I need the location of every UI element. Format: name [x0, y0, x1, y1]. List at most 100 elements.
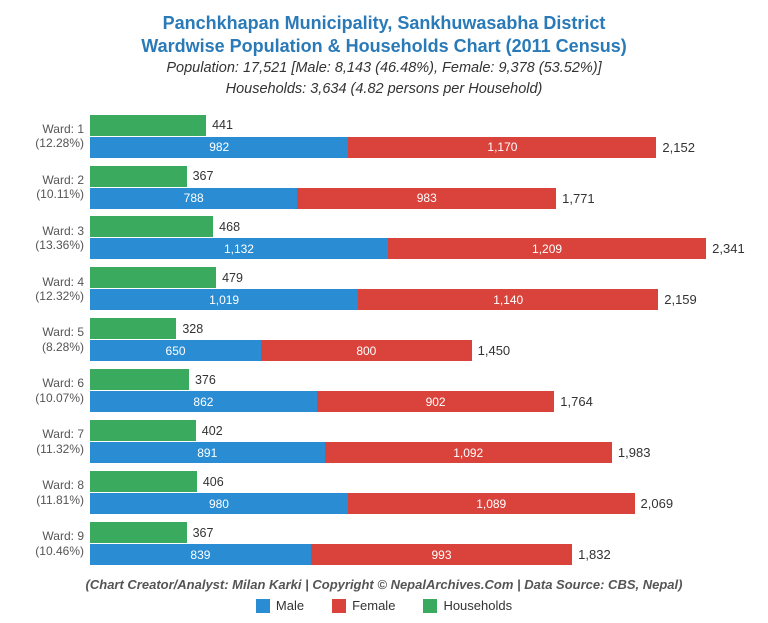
chart-title-line1: Panchkhapan Municipality, Sankhuwasabha … [20, 12, 748, 35]
population-total: 1,450 [478, 343, 511, 358]
population-total: 2,152 [662, 140, 695, 155]
households-bar-line: 367 [90, 522, 748, 543]
households-bar [90, 420, 196, 441]
ward-number: Ward: 7 [42, 427, 84, 441]
households-value: 406 [203, 475, 224, 489]
legend-label: Male [276, 598, 304, 613]
ward-bars: 367 788983 1,771 [90, 166, 748, 209]
female-bar: 1,092 [325, 442, 612, 463]
chart-subtitle-line1: Population: 17,521 [Male: 8,143 (46.48%)… [20, 59, 748, 78]
ward-label: Ward: 6(10.07%) [20, 376, 90, 405]
female-bar: 800 [261, 340, 472, 361]
ward-label: Ward: 4(12.32%) [20, 275, 90, 304]
ward-pct: (12.28%) [35, 136, 84, 150]
ward-row: Ward: 4(12.32%) 479 1,0191,140 2,159 [20, 264, 748, 314]
ward-bars: 4681,1321,2092,341 [90, 216, 748, 259]
male-bar: 839 [90, 544, 311, 565]
households-bar [90, 471, 197, 492]
ward-pct: (13.36%) [35, 238, 84, 252]
legend-label: Households [443, 598, 512, 613]
ward-row: Ward: 3(13.36%)4681,1321,2092,341 [20, 213, 748, 263]
population-bar-line: 9801,089 2,069 [90, 493, 748, 514]
male-bar: 650 [90, 340, 261, 361]
households-bar [90, 166, 187, 187]
ward-pct: (12.32%) [35, 289, 84, 303]
population-bar-line: 1,0191,140 2,159 [90, 289, 748, 310]
population-total: 2,341 [712, 241, 745, 256]
ward-number: Ward: 3 [42, 224, 84, 238]
ward-bars: 402 8911,0921,983 [90, 420, 748, 463]
households-bar-line: 441 [90, 115, 748, 136]
households-value: 367 [193, 169, 214, 183]
households-bar [90, 318, 176, 339]
ward-bars: 441 9821,1702,152 [90, 115, 748, 158]
population-bar-line: 9821,1702,152 [90, 137, 748, 158]
ward-bars: 367 839993 1,832 [90, 522, 748, 565]
households-bar [90, 369, 189, 390]
households-bar-line: 406 [90, 471, 748, 492]
ward-label: Ward: 1(12.28%) [20, 122, 90, 151]
male-bar: 891 [90, 442, 325, 463]
bars-area: Ward: 1(12.28%)4419821,1702,152Ward: 2(1… [20, 107, 748, 573]
chart-subtitle-line2: Households: 3,634 (4.82 persons per Hous… [20, 80, 748, 99]
ward-bars: 406 9801,089 2,069 [90, 471, 748, 514]
population-total: 2,159 [664, 292, 697, 307]
ward-pct: (8.28%) [42, 340, 84, 354]
households-bar [90, 115, 206, 136]
households-bar-line: 468 [90, 216, 748, 237]
female-bar: 993 [311, 544, 572, 565]
households-bar-line: 328 [90, 318, 748, 339]
households-value: 328 [182, 322, 203, 336]
ward-number: Ward: 1 [42, 122, 84, 136]
ward-pct: (10.46%) [35, 544, 84, 558]
legend-item: Female [332, 598, 395, 613]
ward-row: Ward: 9(10.46%) 367 839993 1,832 [20, 519, 748, 569]
chart-container: Panchkhapan Municipality, Sankhuwasabha … [0, 0, 768, 623]
title-block: Panchkhapan Municipality, Sankhuwasabha … [20, 12, 748, 99]
population-total: 2,069 [641, 496, 674, 511]
female-bar: 1,089 [348, 493, 635, 514]
population-bar-line: 862902 1,764 [90, 391, 748, 412]
legend-swatch [256, 599, 270, 613]
population-bar-line: 8911,0921,983 [90, 442, 748, 463]
households-value: 402 [202, 424, 223, 438]
ward-label: Ward: 7(11.32%) [20, 427, 90, 456]
male-bar: 982 [90, 137, 348, 158]
population-bar-line: 650800 1,450 [90, 340, 748, 361]
legend-label: Female [352, 598, 395, 613]
population-total: 1,764 [560, 394, 593, 409]
population-bar-line: 839993 1,832 [90, 544, 748, 565]
male-bar: 862 [90, 391, 317, 412]
male-bar: 788 [90, 188, 297, 209]
households-value: 468 [219, 220, 240, 234]
households-value: 376 [195, 373, 216, 387]
female-bar: 902 [317, 391, 554, 412]
legend-swatch [332, 599, 346, 613]
male-bar: 980 [90, 493, 348, 514]
population-bar-line: 788983 1,771 [90, 188, 748, 209]
ward-row: Ward: 5(8.28%)3286508001,450 [20, 315, 748, 365]
female-bar: 1,140 [358, 289, 658, 310]
ward-pct: (10.11%) [36, 187, 84, 201]
legend-swatch [423, 599, 437, 613]
households-bar-line: 367 [90, 166, 748, 187]
ward-number: Ward: 2 [42, 173, 84, 187]
legend-item: Male [256, 598, 304, 613]
households-bar-line: 376 [90, 369, 748, 390]
households-value: 479 [222, 271, 243, 285]
households-value: 367 [193, 526, 214, 540]
households-bar [90, 267, 216, 288]
ward-row: Ward: 7(11.32%) 402 8911,0921,983 [20, 417, 748, 467]
chart-credit: (Chart Creator/Analyst: Milan Karki | Co… [20, 577, 748, 592]
population-total: 1,771 [562, 191, 595, 206]
female-bar: 983 [297, 188, 556, 209]
male-bar: 1,132 [90, 238, 388, 259]
male-bar: 1,019 [90, 289, 358, 310]
ward-number: Ward: 4 [42, 275, 84, 289]
ward-bars: 479 1,0191,140 2,159 [90, 267, 748, 310]
population-total: 1,832 [578, 547, 611, 562]
households-value: 441 [212, 118, 233, 132]
households-bar-line: 479 [90, 267, 748, 288]
ward-pct: (11.81%) [36, 493, 84, 507]
ward-number: Ward: 9 [42, 529, 84, 543]
